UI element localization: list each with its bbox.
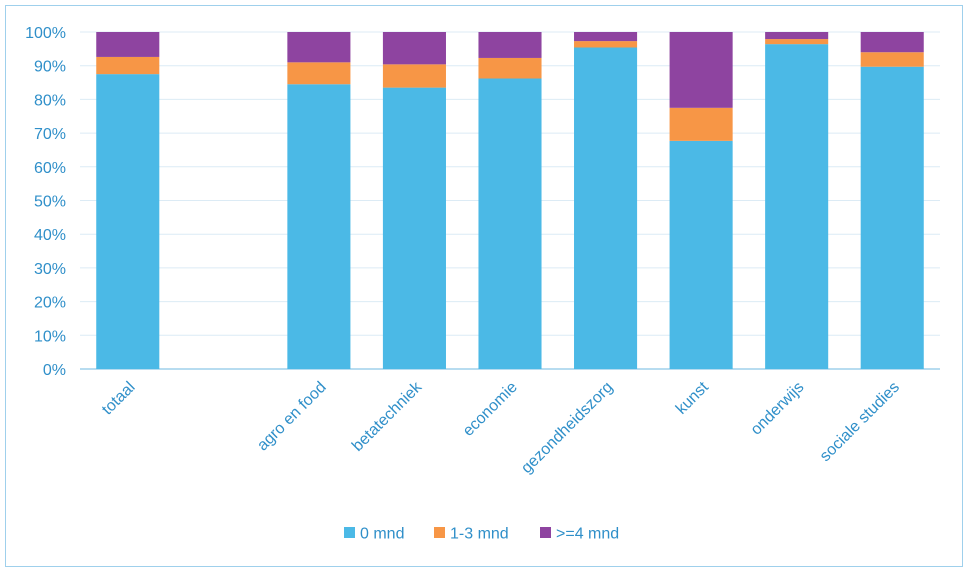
y-tick-label: 10% (34, 328, 66, 345)
bar-segment (669, 140, 733, 369)
legend-swatch (344, 527, 355, 538)
bar-segment (382, 32, 446, 65)
y-tick-label: 90% (34, 59, 66, 76)
y-tick-label: 40% (34, 227, 66, 244)
y-tick-label: 70% (34, 126, 66, 143)
y-tick-label: 60% (34, 160, 66, 177)
x-category-label: kunst (673, 378, 712, 417)
bar-segment (382, 64, 446, 88)
x-category-label: economie (460, 379, 521, 440)
bar-segment (287, 84, 351, 370)
x-category-label: agro en food (254, 379, 330, 455)
bar-segment (765, 44, 829, 370)
bar-segment (765, 32, 829, 40)
x-category-label: betatechniek (349, 378, 426, 455)
legend-label: 1-3 mnd (450, 526, 509, 543)
x-axis: totaal agro en food betatechniek economiege… (99, 378, 903, 477)
legend-item: 0 mnd (344, 526, 404, 543)
y-tick-label: 0% (43, 362, 66, 379)
bar-segment (860, 52, 924, 67)
legend-label: >=4 mnd (556, 526, 619, 543)
bar-segment (478, 32, 542, 58)
y-tick-label: 50% (34, 194, 66, 211)
bar-segment (287, 32, 351, 63)
y-tick-label: 80% (34, 92, 66, 109)
bar-segment (478, 78, 542, 370)
bar-segment (382, 87, 446, 369)
y-tick-label: 100% (25, 25, 66, 42)
legend-swatch (540, 527, 551, 538)
x-category-label: totaal (99, 379, 139, 419)
legend-label: 0 mnd (360, 526, 404, 543)
legend: 0 mnd 1-3 mnd >=4 mnd (344, 526, 619, 543)
bar-segment (287, 62, 351, 85)
bar-segment (96, 56, 160, 75)
legend-item: 1-3 mnd (434, 526, 509, 543)
bar-segment (96, 74, 160, 369)
y-tick-label: 20% (34, 295, 66, 312)
legend-item: >=4 mnd (540, 526, 619, 543)
bar-segment (478, 57, 542, 79)
bar-segment (669, 32, 733, 108)
y-axis: 0% 10% 20% 30% 40% 50% 60% 70% 80% 90% 100% (25, 25, 66, 379)
bar-segment (669, 107, 733, 141)
legend-swatch (434, 527, 445, 538)
bar-segment (860, 66, 924, 369)
bar-segment (860, 32, 924, 53)
x-category-label: onderwijs (748, 379, 808, 439)
bar-segment (574, 41, 638, 48)
bars (96, 32, 924, 370)
x-category-label: sociale studies (817, 379, 903, 465)
y-tick-label: 30% (34, 261, 66, 278)
bar-segment (765, 39, 829, 45)
bar-segment (574, 47, 638, 369)
bar-segment (96, 32, 160, 57)
bar-segment (574, 32, 638, 42)
x-category-label: gezondheidszorg (518, 379, 616, 477)
